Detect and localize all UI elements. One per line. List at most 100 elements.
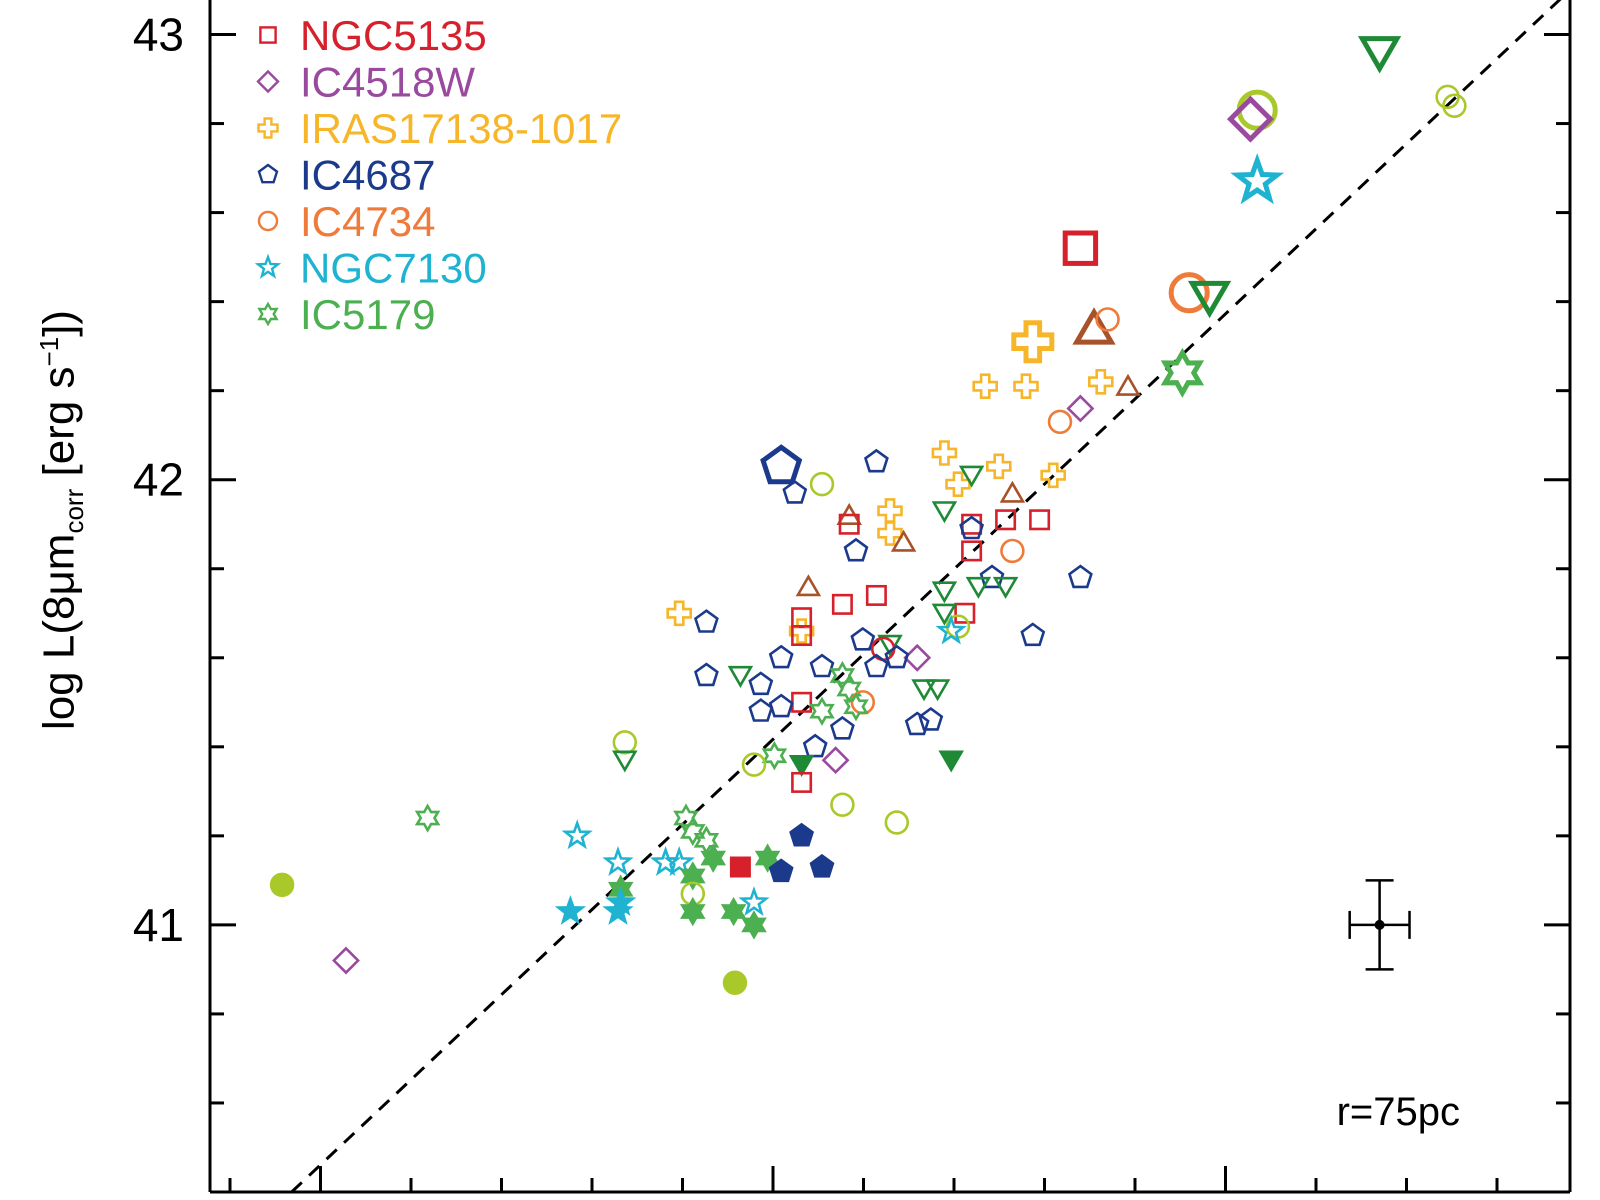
data-point [602,895,634,925]
data-point [791,607,813,629]
data-point [1168,272,1210,314]
data-point [802,733,828,758]
data-point [884,644,910,669]
data-points [269,36,1467,995]
data-point [693,662,719,687]
data-point [768,693,794,718]
data-point [954,602,976,624]
data-point [903,643,932,672]
data-point [911,679,937,702]
data-point [791,625,813,647]
data-point [821,746,850,775]
data-point [924,679,951,702]
legend-marker [254,253,282,279]
data-point [1357,36,1402,74]
data-point [965,576,992,599]
plot-frame [208,0,1572,1194]
data-point [729,856,751,878]
data-point [414,803,441,833]
y-tick-label: 41 [133,899,184,951]
data-point [1040,462,1066,489]
data-point [741,752,767,777]
data-point [931,501,958,524]
data-point [768,858,794,883]
data-point [959,515,985,540]
legend-label: IC4734 [300,198,435,245]
data-point [760,444,803,485]
data-point [768,644,794,669]
data-point [829,715,855,740]
data-point [1187,280,1232,319]
data-point [985,453,1012,480]
legend-label: NGC5135 [300,12,487,59]
data-point [791,691,813,713]
data-point [877,634,903,657]
y-tick-labels: 41 42 43 [133,9,184,951]
data-point [961,540,983,562]
data-point [931,603,958,626]
data-point [1115,373,1141,396]
data-point [700,843,726,873]
data-point [1020,622,1046,647]
y-axis-label: log L(8μmcorr [erg s−1]) [34,310,90,730]
y-axis-label-sup: −1 [33,336,64,367]
data-point [722,970,748,995]
legend-label: IC4518W [300,59,475,106]
data-point [904,711,930,736]
data-point [1230,153,1285,205]
data-point [935,614,967,645]
data-point [1000,538,1025,564]
legend-label: NGC7130 [300,245,487,292]
data-point [782,479,808,504]
data-point [741,910,767,940]
data-point [269,872,295,898]
legend-marker [257,210,279,232]
data-point [789,822,815,847]
data-point [666,600,693,627]
fit-line [290,0,1562,1194]
data-point [979,564,1005,589]
legend-marker [259,26,277,44]
data-point [761,740,788,771]
data-point [612,730,638,755]
data-point [995,509,1017,531]
data-point [332,946,360,975]
data-point [679,896,706,927]
data-point [931,440,958,466]
data-point [999,480,1026,503]
legend-marker [257,301,279,327]
axis-ticks [210,33,1570,1194]
data-point [1066,394,1095,423]
data-point [788,754,815,777]
data-point [838,513,860,535]
data-point [809,696,835,726]
y-axis-label-mid: [erg s [34,366,84,489]
data-point [830,792,855,817]
legend-marker [256,69,280,94]
data-point [720,896,747,927]
data-point [809,853,835,878]
radius-annotation: r=75pc [1337,1090,1460,1134]
data-point [843,692,869,722]
data-point [809,471,835,497]
data-point [554,895,587,925]
data-point [602,845,634,876]
data-point [877,520,903,546]
legend-label: IRAS17138-1017 [300,105,622,152]
data-point [863,653,889,678]
data-point [890,529,917,552]
data-point [680,861,706,891]
data-point [795,574,822,597]
y-tick-label: 42 [133,454,184,506]
data-point [972,373,999,400]
legend: NGC5135IC4518WIRAS17138-1017IC4687IC4734… [254,12,622,338]
y-axis-label-suffix: ]) [34,309,84,337]
data-point [1062,230,1099,266]
data-point [958,465,985,488]
fit-line-group [290,0,1562,1194]
data-point [727,665,754,689]
data-point [754,843,781,873]
data-point [1226,95,1274,143]
data-point [865,584,887,606]
data-point [809,653,835,678]
